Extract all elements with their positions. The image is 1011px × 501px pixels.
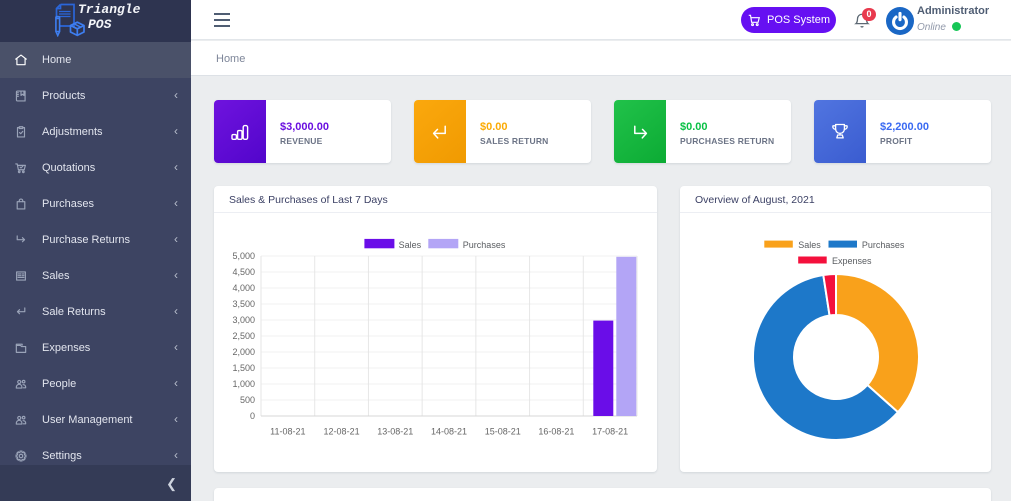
svg-text:4,500: 4,500 <box>232 267 255 277</box>
svg-text:Sales: Sales <box>798 240 821 250</box>
svg-text:0: 0 <box>250 411 255 421</box>
svg-text:Sales: Sales <box>399 240 422 250</box>
svg-text:4,000: 4,000 <box>232 283 255 293</box>
svg-text:2,000: 2,000 <box>232 347 255 357</box>
svg-text:14-08-21: 14-08-21 <box>431 427 467 437</box>
svg-text:17-08-21: 17-08-21 <box>592 427 628 437</box>
svg-text:2,500: 2,500 <box>232 331 255 341</box>
svg-text:1,000: 1,000 <box>232 379 255 389</box>
svg-text:12-08-21: 12-08-21 <box>324 427 360 437</box>
svg-text:Purchases: Purchases <box>463 240 506 250</box>
svg-text:3,500: 3,500 <box>232 299 255 309</box>
svg-text:15-08-21: 15-08-21 <box>485 427 521 437</box>
svg-text:500: 500 <box>240 395 255 405</box>
svg-text:13-08-21: 13-08-21 <box>377 427 413 437</box>
svg-text:1,500: 1,500 <box>232 363 255 373</box>
svg-text:Purchases: Purchases <box>862 240 905 250</box>
svg-text:16-08-21: 16-08-21 <box>538 427 574 437</box>
svg-text:5,000: 5,000 <box>232 251 255 261</box>
svg-text:3,000: 3,000 <box>232 315 255 325</box>
svg-text:Expenses: Expenses <box>832 256 872 266</box>
svg-text:11-08-21: 11-08-21 <box>270 427 305 437</box>
